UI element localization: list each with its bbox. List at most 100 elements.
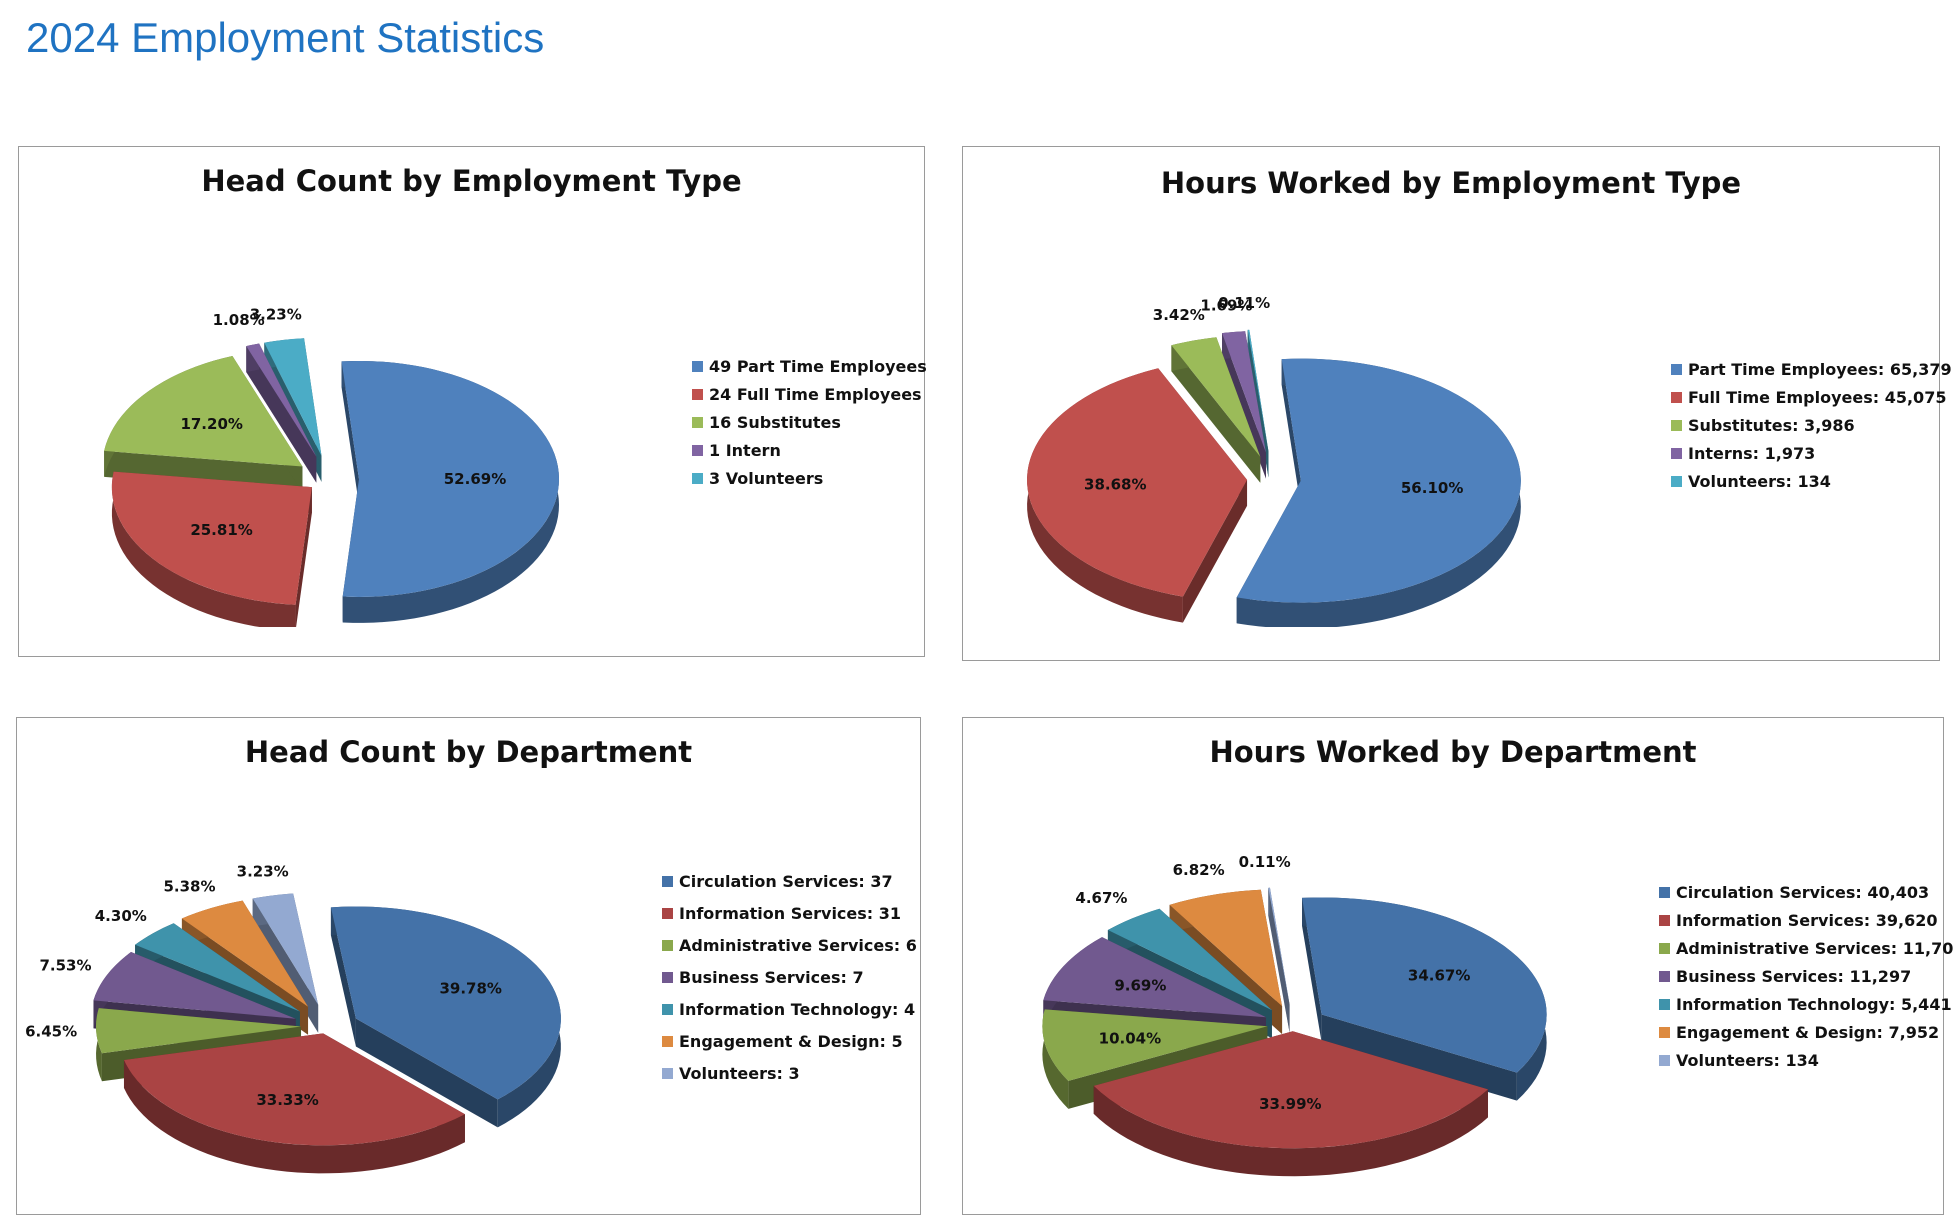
legend-item: Administrative Services: 11,700 — [1659, 934, 1953, 962]
legend-swatch — [1659, 1054, 1670, 1066]
legend-label: Administrative Services: 6 — [679, 935, 917, 955]
legend-item: 49 Part Time Employees — [692, 352, 927, 380]
legend-item: Information Services: 31 — [662, 897, 917, 929]
pie-chart: 56.10% 38.68% 3.42%1.69%0.11% — [1027, 294, 1521, 627]
legend-label: Part Time Employees: 65,379 — [1688, 359, 1952, 379]
pie-slice-part-time-employees-65-379 — [1236, 358, 1521, 627]
legend-swatch — [662, 907, 673, 919]
legend-item: 24 Full Time Employees — [692, 380, 927, 408]
chart-legend: Part Time Employees: 65,379 Full Time Emp… — [1671, 355, 1952, 495]
data-label: 6.82% — [1173, 861, 1225, 879]
data-label: 4.30% — [95, 907, 147, 925]
data-label: 38.68% — [1084, 475, 1146, 493]
legend-label: 1 Intern — [709, 440, 781, 460]
legend-swatch — [1659, 886, 1670, 898]
legend-label: Information Services: 39,620 — [1676, 910, 1938, 930]
legend-item: Volunteers: 3 — [662, 1057, 917, 1089]
chart-panel-head-count-department: Head Count by Department 39.78% 33.33% 6.4… — [16, 717, 921, 1215]
legend-swatch — [662, 939, 673, 951]
chart-title: Head Count by Department — [244, 735, 693, 769]
data-label: 6.45% — [25, 1023, 77, 1041]
data-label: 10.04% — [1099, 1030, 1161, 1048]
legend-item: Information Services: 39,620 — [1659, 906, 1953, 934]
legend-item: Part Time Employees: 65,379 — [1671, 355, 1952, 383]
chart-legend: Circulation Services: 40,403 Information … — [1659, 878, 1953, 1074]
legend-label: Full Time Employees: 45,075 — [1688, 387, 1947, 407]
chart-legend: 49 Part Time Employees 24 Full Time Emplo… — [692, 352, 927, 492]
legend-item: Interns: 1,973 — [1671, 439, 1952, 467]
legend-swatch — [1659, 998, 1670, 1010]
legend-item: 3 Volunteers — [692, 464, 927, 492]
data-label: 3.23% — [250, 305, 302, 323]
data-label: 3.42% — [1153, 306, 1205, 324]
legend-item: 1 Intern — [692, 436, 927, 464]
legend-item: 16 Substitutes — [692, 408, 927, 436]
pie-slice-substitutes-3-986 — [1171, 337, 1261, 483]
legend-label: Engagement & Design: 7,952 — [1676, 1022, 1940, 1042]
legend-swatch — [662, 1067, 673, 1079]
data-label: 4.67% — [1075, 889, 1127, 907]
legend-swatch — [692, 416, 703, 428]
chart-panel-hours-department: Hours Worked by Department 34.67% 33.99% 1… — [962, 717, 1953, 1215]
pie-chart: 39.78% 33.33% 6.45% 7.53% 4.30% 5.38% 3.23% — [25, 862, 561, 1174]
legend-item: Engagement & Design: 5 — [662, 1025, 917, 1057]
data-label: 33.33% — [256, 1091, 318, 1109]
data-label: 17.20% — [180, 415, 242, 433]
legend-swatch — [1671, 419, 1682, 431]
legend-item: Business Services: 11,297 — [1659, 962, 1953, 990]
pie-slice-49-part-time-employees — [341, 360, 559, 623]
pie-slice-circulation-services-40-403 — [1302, 897, 1547, 1101]
legend-label: Circulation Services: 40,403 — [1676, 882, 1930, 902]
data-label: 52.69% — [444, 470, 506, 488]
legend-swatch — [662, 971, 673, 983]
pie-slice-information-services-39-620 — [1093, 1031, 1489, 1177]
data-label: 25.81% — [190, 521, 252, 539]
legend-item: Circulation Services: 40,403 — [1659, 878, 1953, 906]
legend-label: 49 Part Time Employees — [709, 356, 927, 376]
legend-swatch — [1671, 447, 1682, 459]
pie-slice-1-intern — [246, 343, 317, 483]
legend-label: Administrative Services: 11,700 — [1676, 938, 1953, 958]
data-label: 5.38% — [163, 877, 215, 895]
chart-title: Hours Worked by Employment Type — [1160, 166, 1742, 200]
pie-chart: 52.69% 25.81% 17.20% 1.08%3.23% — [104, 305, 559, 627]
legend-label: Business Services: 11,297 — [1676, 966, 1912, 986]
legend-label: 3 Volunteers — [709, 468, 824, 488]
legend-swatch — [662, 1003, 673, 1015]
pie-slice-volunteers-134 — [1268, 887, 1290, 1033]
legend-swatch — [1671, 391, 1682, 403]
legend-swatch — [662, 1035, 673, 1047]
data-label: 1.69% — [1200, 296, 1252, 314]
legend-swatch — [1659, 970, 1670, 982]
pie-slice-16-substitutes — [104, 355, 303, 493]
pie-slice-information-services-31 — [123, 1033, 465, 1174]
pie-chart: 34.67% 33.99% 10.04% 9.69% 4.67% 6.82% 0.11% — [1042, 853, 1547, 1177]
legend-item: Information Technology: 5,441 — [1659, 990, 1953, 1018]
data-label: 7.53% — [39, 956, 91, 974]
legend-swatch — [1659, 1026, 1670, 1038]
data-label: 56.10% — [1401, 479, 1463, 497]
data-label: 1.08% — [213, 311, 265, 329]
data-label: 0.11% — [1239, 853, 1291, 871]
pie-slice-24-full-time-employees — [111, 471, 312, 627]
legend-item: Volunteers: 134 — [1659, 1046, 1953, 1074]
pie-slice-interns-1-973 — [1222, 331, 1266, 479]
data-label: 0.11% — [1218, 294, 1270, 312]
legend-label: Volunteers: 134 — [1676, 1050, 1819, 1070]
legend-item: Substitutes: 3,986 — [1671, 411, 1952, 439]
legend-item: Full Time Employees: 45,075 — [1671, 383, 1952, 411]
chart-legend: Circulation Services: 37 Information Serv… — [662, 865, 917, 1089]
pie-slice-full-time-employees-45-075 — [1027, 368, 1248, 623]
legend-swatch — [1671, 475, 1682, 487]
legend-item: Business Services: 7 — [662, 961, 917, 993]
legend-swatch — [692, 388, 703, 400]
legend-label: Circulation Services: 37 — [679, 871, 893, 891]
legend-label: 24 Full Time Employees — [709, 384, 922, 404]
legend-label: Volunteers: 134 — [1688, 471, 1831, 491]
data-label: 9.69% — [1114, 977, 1166, 995]
legend-swatch — [662, 875, 673, 887]
legend-swatch — [1659, 942, 1670, 954]
legend-swatch — [1659, 914, 1670, 926]
data-label: 3.23% — [237, 862, 289, 880]
legend-item: Engagement & Design: 7,952 — [1659, 1018, 1953, 1046]
